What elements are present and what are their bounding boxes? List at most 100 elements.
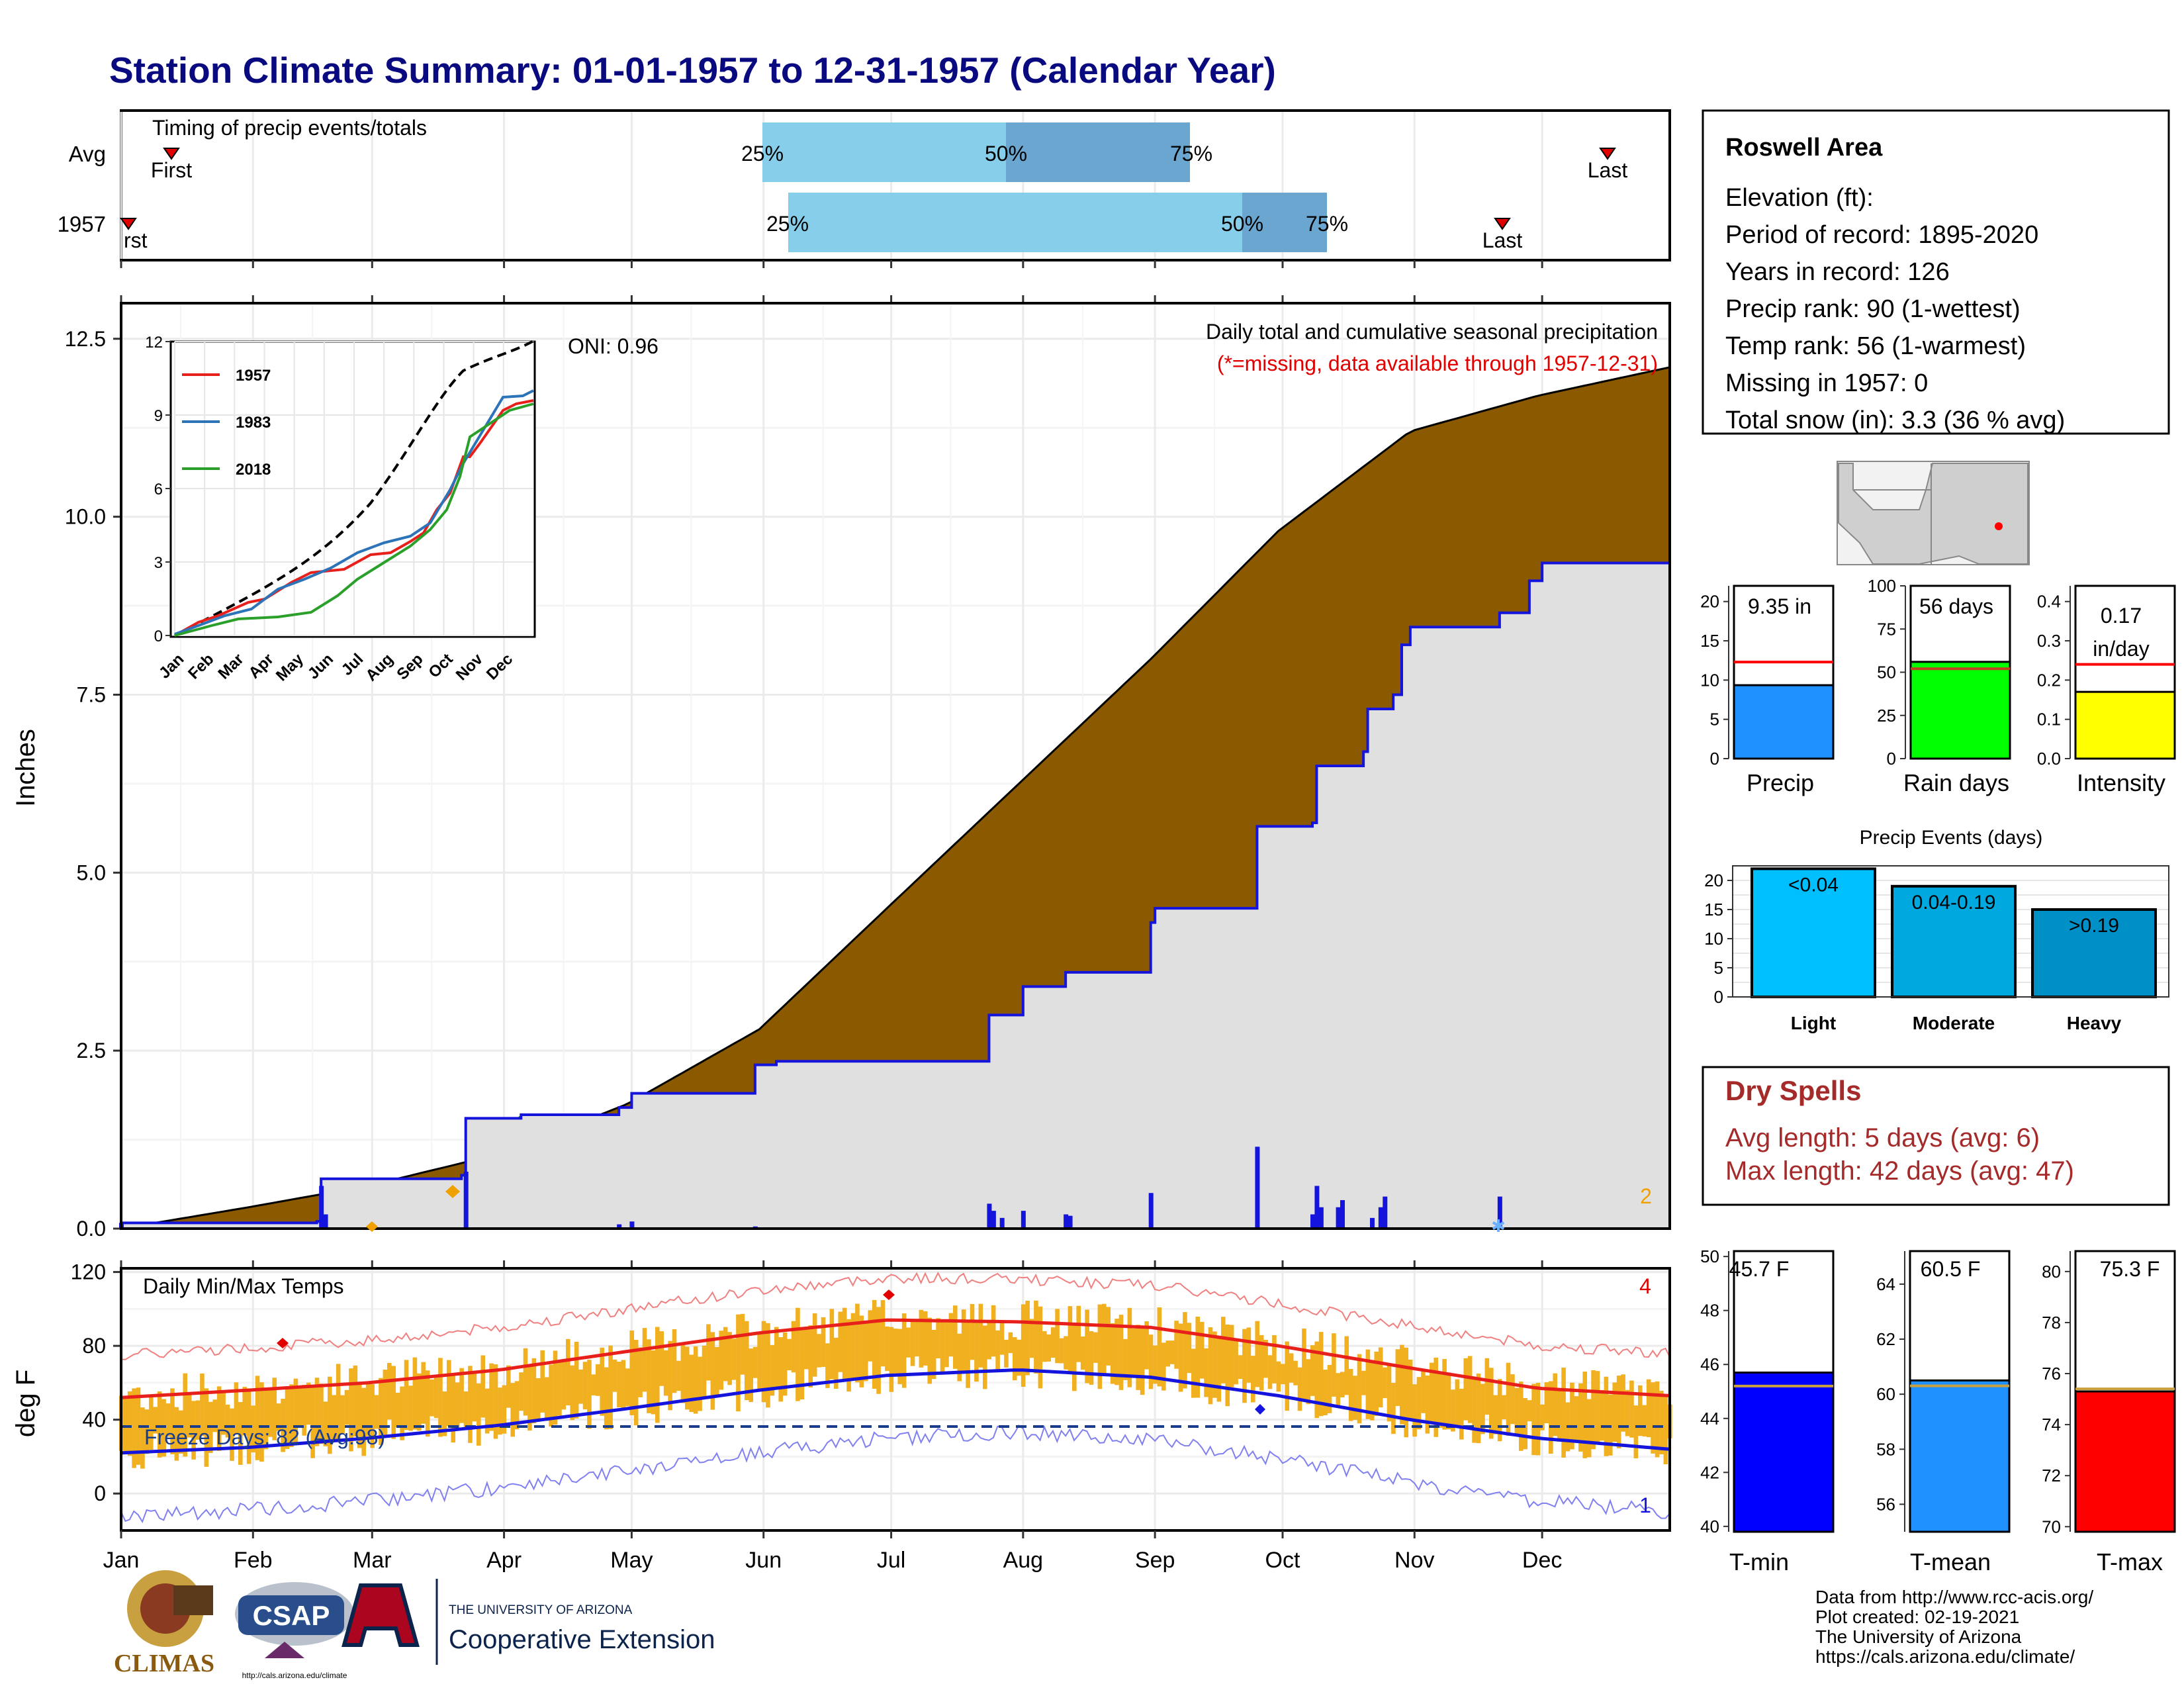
intensity-bar-unit: in/day xyxy=(2093,637,2149,661)
temp-day-bar xyxy=(1629,1380,1634,1438)
temp-day-bar xyxy=(268,1388,273,1437)
temp-day-bar xyxy=(1412,1384,1417,1437)
temp-day-bar xyxy=(1387,1365,1392,1422)
temp-day-bar xyxy=(1497,1379,1502,1442)
temp-day-bar xyxy=(480,1355,486,1418)
temp-day-bar xyxy=(1430,1362,1434,1423)
temp-day-bar xyxy=(310,1386,315,1458)
tmean-ytick-label: 56 xyxy=(1876,1494,1895,1514)
temp-day-bar xyxy=(536,1378,541,1421)
temp-day-bar xyxy=(1246,1327,1251,1383)
temp-day-bar xyxy=(1327,1364,1332,1413)
temp-day-bar xyxy=(1169,1340,1175,1364)
temp-day-bar xyxy=(514,1381,520,1430)
temp-day-bar xyxy=(1663,1394,1668,1465)
temp-day-bar xyxy=(702,1345,707,1398)
precip-day-bar xyxy=(319,1186,324,1229)
temp-day-bar xyxy=(791,1321,796,1373)
temp-day-bar xyxy=(1110,1323,1115,1384)
temp-day-bar xyxy=(1123,1338,1128,1380)
temp-day-bar xyxy=(1442,1358,1447,1430)
temp-day-bar xyxy=(633,1340,639,1426)
temp-day-bar xyxy=(400,1386,404,1440)
precip-ylabel: Inches xyxy=(11,729,40,807)
inset-legend-2018: 2018 xyxy=(236,461,271,479)
temp-day-bar xyxy=(1446,1372,1451,1430)
mini-bar-charts: Precip Rain days Intensity 0 5 10 15 20 0 25 50… xyxy=(1700,576,2176,796)
temp-day-bar xyxy=(574,1342,579,1419)
precip-events-chart: Precip Events (days) 0 5 10 15 20 <0.04 Light 0… xyxy=(1704,827,2169,1033)
precip-day-bar xyxy=(1370,1217,1375,1229)
temp-day-bar xyxy=(745,1321,749,1401)
precip-day-bar xyxy=(1021,1211,1026,1229)
snow-marker: ✱ xyxy=(1491,1216,1506,1236)
precip-ytick-label: 2.5 xyxy=(77,1039,106,1062)
temp-day-bar xyxy=(1314,1341,1320,1419)
temp-day-bar xyxy=(889,1327,894,1392)
daily-precip-bars xyxy=(119,1147,1502,1229)
temp-day-bar xyxy=(191,1401,196,1460)
events-bar-label: 0.04-0.19 xyxy=(1912,892,1996,914)
temp-day-bar xyxy=(417,1373,422,1431)
temp-day-bar xyxy=(1561,1368,1566,1458)
intensity-ytick-label: 0.1 xyxy=(2037,710,2061,729)
temp-day-bar xyxy=(719,1331,724,1390)
temp-day-bar xyxy=(204,1388,209,1467)
month-label: May xyxy=(610,1548,653,1573)
precip-note-title: Daily total and cumulative seasonal prec… xyxy=(1206,320,1658,344)
temp-day-bar xyxy=(842,1307,847,1380)
station-years: Years in record: 126 xyxy=(1725,258,1950,286)
tmax-value: 75.3 F xyxy=(2100,1257,2160,1281)
temp-day-bar xyxy=(1659,1391,1664,1454)
temp-day-bar xyxy=(1072,1325,1077,1391)
temp-day-bar xyxy=(336,1364,341,1440)
temp-day-bar xyxy=(587,1360,592,1429)
raindays-ytick-label: 25 xyxy=(1877,706,1896,726)
timing-title: Timing of precip events/totals xyxy=(152,116,427,140)
precip-day-bar xyxy=(1310,1214,1315,1229)
precip-day-bar xyxy=(629,1221,635,1229)
temp-day-bar xyxy=(1285,1341,1290,1411)
temp-day-bar xyxy=(153,1407,158,1434)
temp-day-bar xyxy=(374,1395,379,1429)
temp-day-bar xyxy=(638,1347,643,1397)
temp-day-bar xyxy=(1267,1355,1273,1389)
temp-day-bar xyxy=(706,1324,711,1381)
station-info-box: Roswell Area Elevation (ft): Period of r… xyxy=(1702,109,2170,435)
temp-day-bar xyxy=(970,1303,975,1360)
temp-day-bar xyxy=(1221,1317,1226,1383)
precip-note-missing: (*=missing, data available through 1957-… xyxy=(1217,352,1658,375)
temp-ytick-label: 80 xyxy=(82,1334,106,1358)
temp-day-bar xyxy=(289,1384,294,1447)
temp-day-bar xyxy=(472,1373,477,1422)
temp-day-bar xyxy=(1391,1383,1396,1434)
temp-day-bar xyxy=(1582,1371,1588,1458)
temp-day-bar xyxy=(1289,1353,1294,1383)
temp-day-bar xyxy=(1238,1355,1243,1380)
temp-day-bar xyxy=(1612,1382,1617,1442)
events-xtick-label: Moderate xyxy=(1913,1013,1995,1033)
station-precip-rank: Precip rank: 90 (1-wettest) xyxy=(1725,295,2021,323)
temp-day-bar xyxy=(1357,1354,1362,1424)
temp-day-bar xyxy=(344,1389,349,1425)
temp-day-bar xyxy=(1514,1387,1520,1434)
month-label: Apr xyxy=(486,1548,522,1573)
temp-day-bar xyxy=(936,1318,940,1358)
temp-day-bar xyxy=(915,1319,919,1357)
raindays-bar-label: Rain days xyxy=(1903,769,2009,796)
temp-day-bar xyxy=(1208,1327,1213,1405)
temp-day-bar xyxy=(433,1376,439,1419)
station-name: Roswell Area xyxy=(1725,134,1883,162)
temp-day-bar xyxy=(757,1332,762,1389)
temp-day-bar xyxy=(1216,1336,1222,1402)
events-bar-label: >0.19 xyxy=(2069,915,2119,937)
station-snow: Total snow (in): 3.3 (36 % avg) xyxy=(1725,406,2065,434)
temp-day-bar xyxy=(927,1317,933,1384)
temp-day-bar xyxy=(1480,1383,1485,1434)
temp-day-bar xyxy=(1570,1382,1574,1450)
tmax-label: T-max xyxy=(2097,1548,2163,1575)
tmean-ytick-label: 60 xyxy=(1876,1384,1895,1404)
temp-day-bar xyxy=(608,1345,613,1429)
temp-day-bar xyxy=(1080,1336,1085,1370)
temp-day-bar xyxy=(1076,1305,1081,1362)
